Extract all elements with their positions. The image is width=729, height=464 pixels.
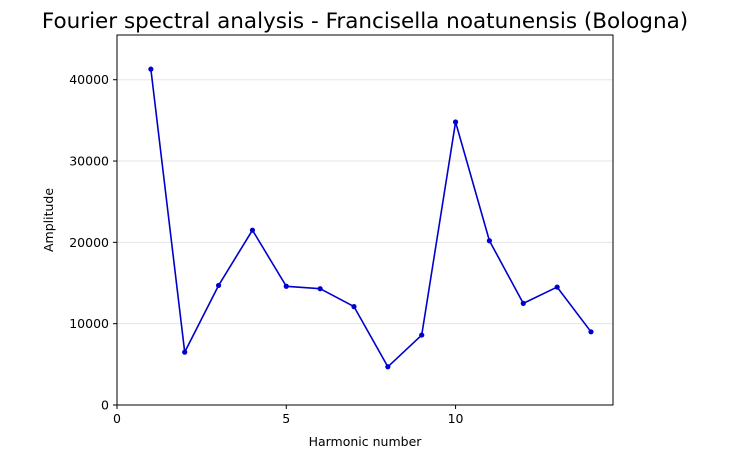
x-tick-label: 10 [448, 411, 464, 426]
y-tick-label: 10000 [69, 316, 109, 331]
data-point [385, 364, 391, 370]
y-tick-label: 40000 [69, 72, 109, 87]
plot-area [148, 66, 594, 370]
gridlines [117, 79, 613, 325]
x-axis-label: Harmonic number [309, 434, 423, 449]
data-point [554, 284, 560, 290]
data-point [588, 329, 594, 335]
y-axis-ticks: 0 10000 20000 30000 40000 [69, 72, 117, 413]
data-point [283, 283, 289, 289]
y-tick-label: 20000 [69, 235, 109, 250]
data-point [452, 119, 459, 125]
chart-title: Fourier spectral analysis - Francisella … [42, 9, 688, 34]
data-point [148, 66, 154, 72]
series-line [150, 69, 592, 368]
data-point [249, 227, 256, 233]
data-point [215, 282, 222, 289]
y-tick-label: 30000 [69, 154, 109, 169]
x-axis-ticks: 0 5 10 [113, 405, 464, 426]
x-tick-label: 5 [282, 411, 290, 426]
axes-frame [116, 34, 614, 406]
data-point [520, 300, 526, 306]
data-point [351, 304, 357, 310]
y-axis-label: Amplitude [41, 188, 56, 252]
x-tick-label: 0 [113, 411, 121, 426]
data-point [182, 349, 188, 355]
data-point [419, 332, 425, 338]
y-tick-label: 0 [101, 398, 109, 413]
data-point [486, 238, 493, 244]
data-point [317, 286, 323, 292]
